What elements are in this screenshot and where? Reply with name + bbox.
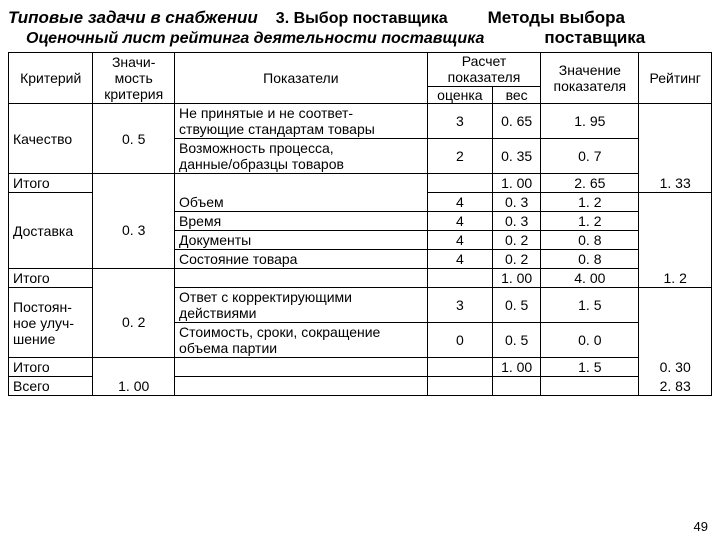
cell [427, 358, 492, 377]
cell: 1. 00 [93, 377, 175, 396]
cell [175, 358, 428, 377]
cell: 1. 2 [541, 212, 639, 231]
th-score: оценка [427, 86, 492, 103]
row-delivery: Доставка [9, 193, 93, 269]
cell: 4 [427, 212, 492, 231]
cell [639, 288, 712, 358]
cell: 3 [427, 104, 492, 139]
cell: 1. 95 [541, 104, 639, 139]
cell: 4. 00 [541, 269, 639, 288]
row-total: Итого [9, 269, 93, 288]
th-indicators: Показатели [175, 53, 428, 104]
page-number: 49 [694, 519, 708, 534]
cell: 0. 0 [541, 323, 639, 358]
cell: 0. 3 [493, 193, 541, 212]
cell: 0 [427, 323, 492, 358]
cell: Объем [175, 193, 428, 212]
cell: Ответ с корректирующимидействиями [175, 288, 428, 323]
cell: 1. 2 [639, 269, 712, 288]
row-quality: Качество [9, 104, 93, 174]
cell: Возможность процесса,данные/образцы това… [175, 139, 428, 174]
th-criterion: Критерий [9, 53, 93, 104]
cell [493, 377, 541, 396]
cell: 1. 2 [541, 193, 639, 212]
cell: 0. 65 [493, 104, 541, 139]
cell [639, 104, 712, 174]
cell: 1. 5 [541, 288, 639, 323]
cell: Стоимость, сроки, сокращениеобъема парти… [175, 323, 428, 358]
cell: 0. 30 [639, 358, 712, 377]
row-grand-total: Всего [9, 377, 93, 396]
title-eval-sheet: Оценочный лист рейтинга деятельности пос… [26, 30, 484, 48]
cell: 3 [427, 288, 492, 323]
th-significance: Значи- мость критерия [93, 53, 175, 104]
cell: Документы [175, 231, 428, 250]
cell: Состояние товара [175, 250, 428, 269]
header: Типовые задачи в снабжении 3. Выбор пост… [8, 8, 712, 48]
cell: 0. 3 [493, 212, 541, 231]
row-total: Итого [9, 174, 93, 193]
cell: 1. 00 [493, 358, 541, 377]
cell: 4 [427, 231, 492, 250]
cell [427, 269, 492, 288]
cell [541, 377, 639, 396]
cell [93, 358, 175, 377]
cell: 0. 2 [493, 250, 541, 269]
cell: 0. 8 [541, 250, 639, 269]
title-methods: Методы выбора [488, 8, 625, 28]
cell [427, 377, 492, 396]
cell [93, 174, 175, 193]
cell: 0. 35 [493, 139, 541, 174]
rating-table: Критерий Значи- мость критерия Показател… [8, 52, 712, 396]
cell [639, 193, 712, 269]
title-typical: Типовые задачи в снабжении [8, 8, 258, 28]
cell [175, 269, 428, 288]
row-improve: Постоян-ное улуч-шение [9, 288, 93, 358]
cell [175, 377, 428, 396]
cell [427, 174, 492, 193]
title-supplier: поставщика [544, 28, 645, 48]
cell: 2. 83 [639, 377, 712, 396]
cell: 1. 00 [493, 269, 541, 288]
cell: 1. 00 [493, 174, 541, 193]
row-total: Итого [9, 358, 93, 377]
cell: 1. 5 [541, 358, 639, 377]
th-weight: вес [493, 86, 541, 103]
th-rating: Рейтинг [639, 53, 712, 104]
th-value: Значениепоказателя [541, 53, 639, 104]
cell: 0. 7 [541, 139, 639, 174]
cell: 2. 65 [541, 174, 639, 193]
cell: 0. 2 [493, 231, 541, 250]
cell: 1. 33 [639, 174, 712, 193]
cell: 2 [427, 139, 492, 174]
cell: 0. 8 [541, 231, 639, 250]
cell: 0. 5 [93, 104, 175, 174]
cell: 0. 2 [93, 288, 175, 358]
th-calc: Расчетпоказателя [427, 53, 541, 87]
cell: 0. 5 [493, 323, 541, 358]
cell [93, 269, 175, 288]
cell: 0. 3 [93, 193, 175, 269]
cell: Время [175, 212, 428, 231]
cell: 4 [427, 193, 492, 212]
cell: 4 [427, 250, 492, 269]
title-selection: 3. Выбор поставщика [276, 10, 448, 28]
cell: 0. 5 [493, 288, 541, 323]
cell: Не принятые и не соответ-ствующие станда… [175, 104, 428, 139]
cell [175, 174, 428, 193]
